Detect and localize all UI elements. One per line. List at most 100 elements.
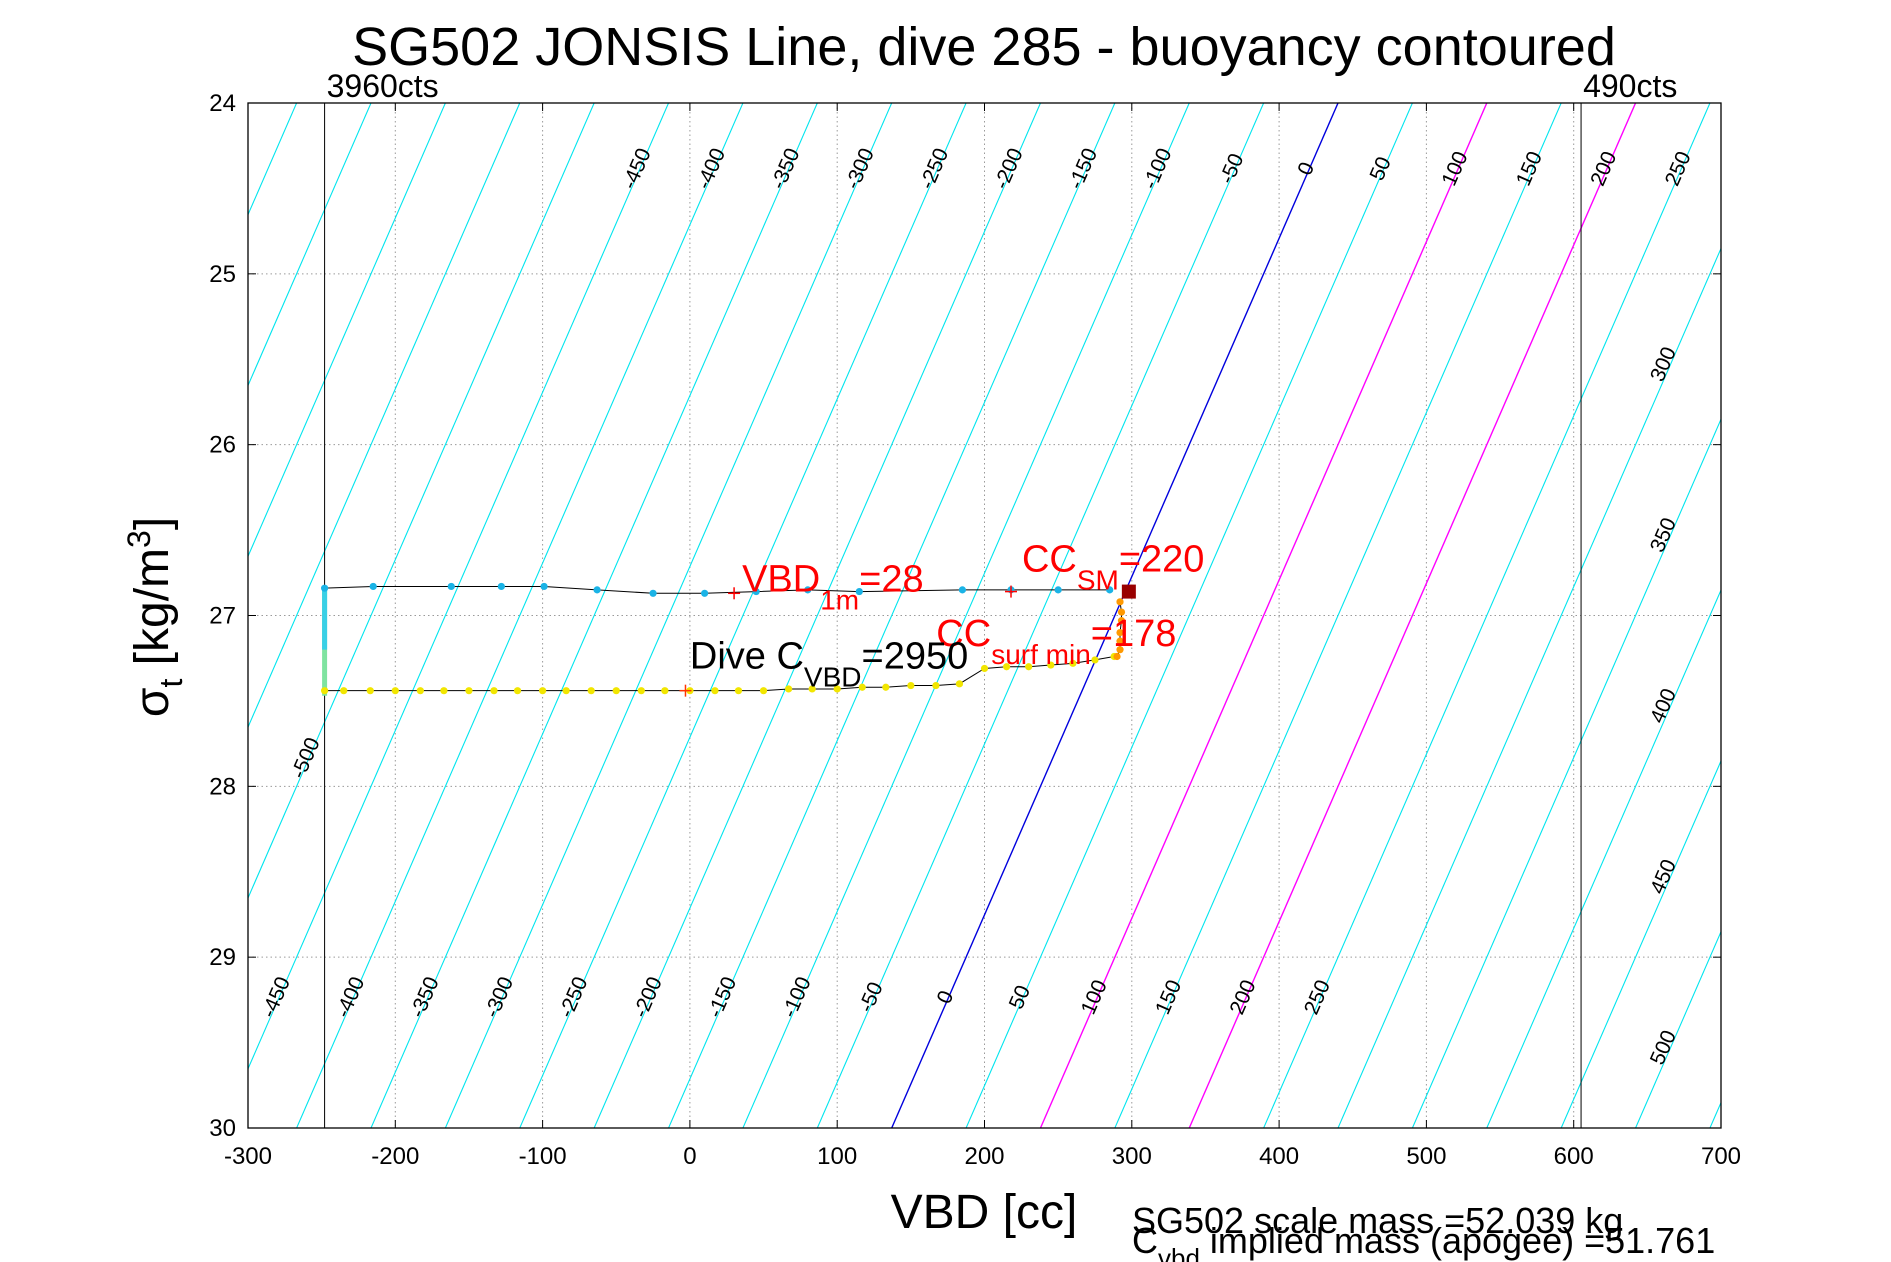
- y-tick-label: 30: [209, 1115, 236, 1142]
- contour-label: -350: [406, 973, 444, 1021]
- contour-label: 500: [1646, 1027, 1681, 1068]
- x-axis-label: VBD [cc]: [891, 1186, 1078, 1239]
- buoyancy-contour-line: [1560, 759, 1721, 1128]
- series-point: [320, 584, 329, 592]
- contour-label: -150: [1064, 145, 1102, 193]
- chart-title: SG502 JONSIS Line, dive 285 - buoyancy c…: [352, 17, 1616, 77]
- series-point: [497, 582, 505, 591]
- buoyancy-contour-line: [891, 103, 1339, 1128]
- contour-label: 450: [1646, 856, 1681, 897]
- series-point: [759, 687, 768, 695]
- annotation-main: Dive C: [690, 635, 804, 677]
- series-point: [833, 685, 841, 693]
- footer-implied-mass: Cvbd implied mass (apogee) =51.761: [1132, 1220, 1715, 1262]
- series-point: [320, 687, 329, 695]
- series-point: [1116, 598, 1124, 606]
- series-point: [587, 687, 595, 695]
- series-point: [980, 664, 989, 673]
- annotation-label: VBD1m=28: [742, 558, 924, 615]
- series-point: [958, 586, 967, 594]
- x-tick-label: 200: [964, 1143, 1004, 1170]
- buoyancy-contour-line: [742, 103, 1190, 1128]
- buoyancy-contour-line: [1859, 103, 1891, 1128]
- series-point: [1054, 586, 1062, 594]
- buoyancy-contour-line: [296, 103, 744, 1128]
- series-point: [649, 589, 657, 597]
- series-point: [366, 687, 374, 695]
- dive-series: [320, 582, 1126, 696]
- contour-label: 200: [1226, 977, 1261, 1018]
- series-point: [1117, 608, 1126, 616]
- contour-label: -200: [990, 145, 1028, 193]
- series-point: [1002, 663, 1011, 671]
- contour-label: -300: [480, 973, 518, 1021]
- series-line: [324, 656, 1115, 692]
- contour-label: 300: [1646, 344, 1681, 385]
- contour-label: 0: [1293, 159, 1319, 179]
- x-axis-ticks: -300 -200 -100 0 100 200 300 400 500 600 700: [224, 103, 1741, 1170]
- annotation-value: =220: [1119, 539, 1205, 581]
- buoyancy-contour-line: [1784, 103, 1891, 1128]
- contour-label: -450: [618, 145, 656, 193]
- contour-label: -100: [1139, 145, 1177, 193]
- annotation-sub: 1m: [820, 584, 859, 615]
- series-point: [882, 683, 890, 691]
- series-point: [637, 687, 645, 695]
- series-point: [1113, 652, 1121, 661]
- annotation-sub: VBD: [804, 661, 862, 692]
- buoyancy-contour-line: [1114, 103, 1562, 1128]
- x-tick-label: 700: [1701, 1143, 1741, 1170]
- contour-label: -50: [855, 979, 888, 1016]
- annotation-main: CC: [1022, 539, 1077, 581]
- y-tick-label: 25: [209, 261, 236, 288]
- buoyancy-contour-line: [248, 103, 670, 1071]
- vbd-limit-lines: 3960cts 490cts: [324, 68, 1677, 1128]
- series-point: [369, 582, 377, 591]
- series-point: [340, 687, 348, 695]
- annotation-main: CC: [936, 613, 991, 655]
- series-point: [701, 589, 709, 597]
- x-tick-label: 300: [1112, 1143, 1152, 1170]
- series-point: [440, 687, 448, 695]
- contour-label: 250: [1661, 148, 1696, 189]
- series-point: [752, 587, 760, 596]
- contour-label: -250: [555, 973, 593, 1021]
- series-point: [513, 687, 522, 695]
- footer-vbd-sub: vbd: [1158, 1243, 1200, 1262]
- buoyancy-contour-line: [248, 103, 372, 387]
- series-point: [1116, 637, 1124, 645]
- contour-label: 150: [1151, 977, 1186, 1018]
- y-axis-label-close: ]: [126, 517, 179, 530]
- y-axis-ticks: 24 25 26 27 28 29 30: [209, 90, 1721, 1142]
- buoyancy-contour-line: [0, 103, 73, 1128]
- contour-label: 50: [1005, 982, 1035, 1013]
- series-point: [1106, 586, 1114, 594]
- y-axis-label-sup: 3: [121, 530, 157, 548]
- series-line: [324, 585, 1110, 594]
- contour-label: -350: [767, 145, 805, 193]
- series-point: [539, 687, 547, 695]
- y-tick-label: 29: [209, 944, 236, 971]
- series-point: [391, 687, 399, 695]
- contour-label: 0: [933, 987, 959, 1007]
- annotation-main: VBD: [742, 558, 820, 600]
- series-point: [416, 687, 424, 695]
- series-point: [858, 683, 866, 691]
- annotation-sub: SM: [1077, 565, 1119, 596]
- annotation-label: CCsurf min=178: [936, 613, 1176, 670]
- series-point: [955, 680, 964, 688]
- series-point: [932, 681, 940, 690]
- buoyancy-contour-line: [965, 103, 1413, 1128]
- buoyancy-contour-line: [1263, 103, 1711, 1128]
- y-tick-label: 27: [209, 603, 236, 630]
- contour-label: -500: [287, 734, 325, 782]
- annotation-label: CCSM=220: [1022, 539, 1204, 596]
- x-tick-label: 600: [1554, 1143, 1594, 1170]
- series-point: [1117, 617, 1126, 625]
- contour-label: 100: [1438, 148, 1473, 189]
- series-point: [593, 586, 601, 594]
- y-tick-label: 28: [209, 773, 236, 800]
- series-point: [1116, 646, 1124, 654]
